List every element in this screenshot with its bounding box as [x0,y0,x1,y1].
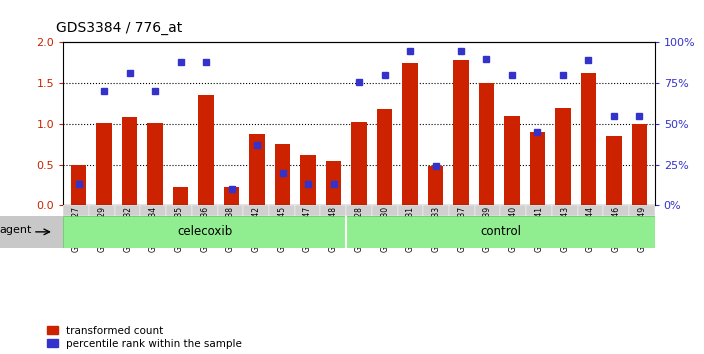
Text: GSM283135: GSM283135 [175,206,184,252]
Bar [474,205,501,216]
Bar [606,136,622,205]
Bar [147,123,163,205]
Text: GSM283147: GSM283147 [303,206,312,252]
Bar [295,205,320,216]
Bar [377,109,392,205]
Bar [63,216,346,248]
Bar [577,205,603,216]
Bar [96,123,112,205]
Bar [218,205,244,216]
Bar [449,205,474,216]
Bar [122,118,137,205]
Text: GSM283148: GSM283148 [329,206,338,252]
Text: GSM283131: GSM283131 [406,206,415,252]
Bar [372,205,398,216]
Bar [269,205,295,216]
Bar [244,205,269,216]
Bar [403,63,417,205]
Bar [115,205,141,216]
Text: agent: agent [0,225,32,235]
Text: GSM283130: GSM283130 [380,206,389,252]
Bar [428,166,443,205]
Text: GSM283143: GSM283143 [560,206,570,252]
Text: GSM283133: GSM283133 [432,206,441,252]
Bar [479,83,494,205]
Text: GSM283127: GSM283127 [72,206,81,252]
Bar [224,187,239,205]
Bar [526,205,552,216]
Bar [530,132,545,205]
Text: GSM283136: GSM283136 [200,206,209,252]
Bar [89,205,115,216]
Bar [192,205,218,216]
Text: GDS3384 / 776_at: GDS3384 / 776_at [56,21,182,35]
Text: GSM283137: GSM283137 [458,206,466,252]
Text: GSM283139: GSM283139 [483,206,492,252]
Bar [552,205,577,216]
Text: control: control [480,225,521,238]
Bar [398,205,423,216]
Bar [351,122,367,205]
Text: celecoxib: celecoxib [177,225,232,238]
Bar [166,205,192,216]
Text: GSM283132: GSM283132 [123,206,132,252]
Text: GSM283142: GSM283142 [252,206,260,252]
Bar [275,144,290,205]
Text: GSM283141: GSM283141 [534,206,543,252]
Bar [453,61,469,205]
Bar [581,73,596,205]
Text: GSM283144: GSM283144 [586,206,595,252]
Bar [629,205,655,216]
Bar [71,165,87,205]
Bar [141,205,166,216]
Bar [346,216,655,248]
Bar [631,124,647,205]
Text: GSM283138: GSM283138 [226,206,235,252]
Text: GSM283145: GSM283145 [277,206,287,252]
Legend: transformed count, percentile rank within the sample: transformed count, percentile rank withi… [47,326,242,349]
Bar [320,205,346,216]
Bar [423,205,449,216]
Text: GSM283128: GSM283128 [355,206,363,251]
Text: GSM283146: GSM283146 [612,206,621,252]
Bar [501,205,526,216]
Bar [603,205,629,216]
Text: GSM283134: GSM283134 [149,206,158,252]
Bar [249,135,265,205]
Bar [326,161,341,205]
Bar [504,116,520,205]
Bar [199,96,214,205]
Bar [63,205,89,216]
Text: GSM283149: GSM283149 [637,206,646,252]
Bar [555,108,571,205]
Bar [173,187,188,205]
Bar [301,155,315,205]
Text: GSM283129: GSM283129 [97,206,106,252]
Text: GSM283140: GSM283140 [509,206,518,252]
Bar [346,205,372,216]
